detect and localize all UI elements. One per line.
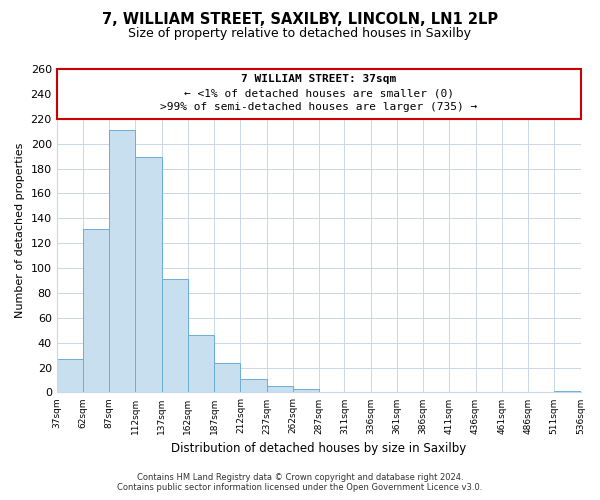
- Text: 7, WILLIAM STREET, SAXILBY, LINCOLN, LN1 2LP: 7, WILLIAM STREET, SAXILBY, LINCOLN, LN1…: [102, 12, 498, 28]
- Text: ← <1% of detached houses are smaller (0): ← <1% of detached houses are smaller (0): [184, 88, 454, 98]
- Bar: [188, 335, 214, 392]
- Text: Size of property relative to detached houses in Saxilby: Size of property relative to detached ho…: [128, 28, 472, 40]
- Bar: [161, 279, 188, 392]
- X-axis label: Distribution of detached houses by size in Saxilby: Distribution of detached houses by size …: [171, 442, 466, 455]
- Bar: [56, 359, 83, 392]
- Bar: [554, 391, 581, 392]
- Text: >99% of semi-detached houses are larger (735) →: >99% of semi-detached houses are larger …: [160, 102, 477, 113]
- Text: Contains HM Land Registry data © Crown copyright and database right 2024.
Contai: Contains HM Land Registry data © Crown c…: [118, 473, 482, 492]
- Y-axis label: Number of detached properties: Number of detached properties: [15, 143, 25, 318]
- Bar: [83, 230, 109, 392]
- Bar: [293, 388, 319, 392]
- Bar: [241, 378, 266, 392]
- FancyBboxPatch shape: [56, 69, 581, 119]
- Bar: [136, 158, 161, 392]
- Bar: [214, 362, 241, 392]
- Bar: [109, 130, 136, 392]
- Text: 7 WILLIAM STREET: 37sqm: 7 WILLIAM STREET: 37sqm: [241, 74, 396, 84]
- Bar: [266, 386, 293, 392]
